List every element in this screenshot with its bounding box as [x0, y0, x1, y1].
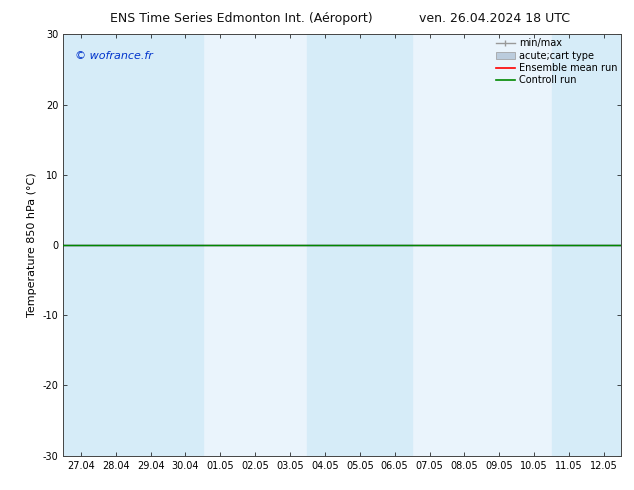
Text: ven. 26.04.2024 18 UTC: ven. 26.04.2024 18 UTC: [419, 12, 570, 25]
Text: © wofrance.fr: © wofrance.fr: [75, 51, 152, 61]
Y-axis label: Temperature 850 hPa (°C): Temperature 850 hPa (°C): [27, 172, 37, 318]
Bar: [307, 34, 412, 456]
Legend: min/max, acute;cart type, Ensemble mean run, Controll run: min/max, acute;cart type, Ensemble mean …: [493, 35, 620, 88]
Bar: [63, 34, 133, 456]
Bar: [133, 34, 203, 456]
Bar: [552, 34, 621, 456]
Text: ENS Time Series Edmonton Int. (Aéroport): ENS Time Series Edmonton Int. (Aéroport): [110, 12, 372, 25]
